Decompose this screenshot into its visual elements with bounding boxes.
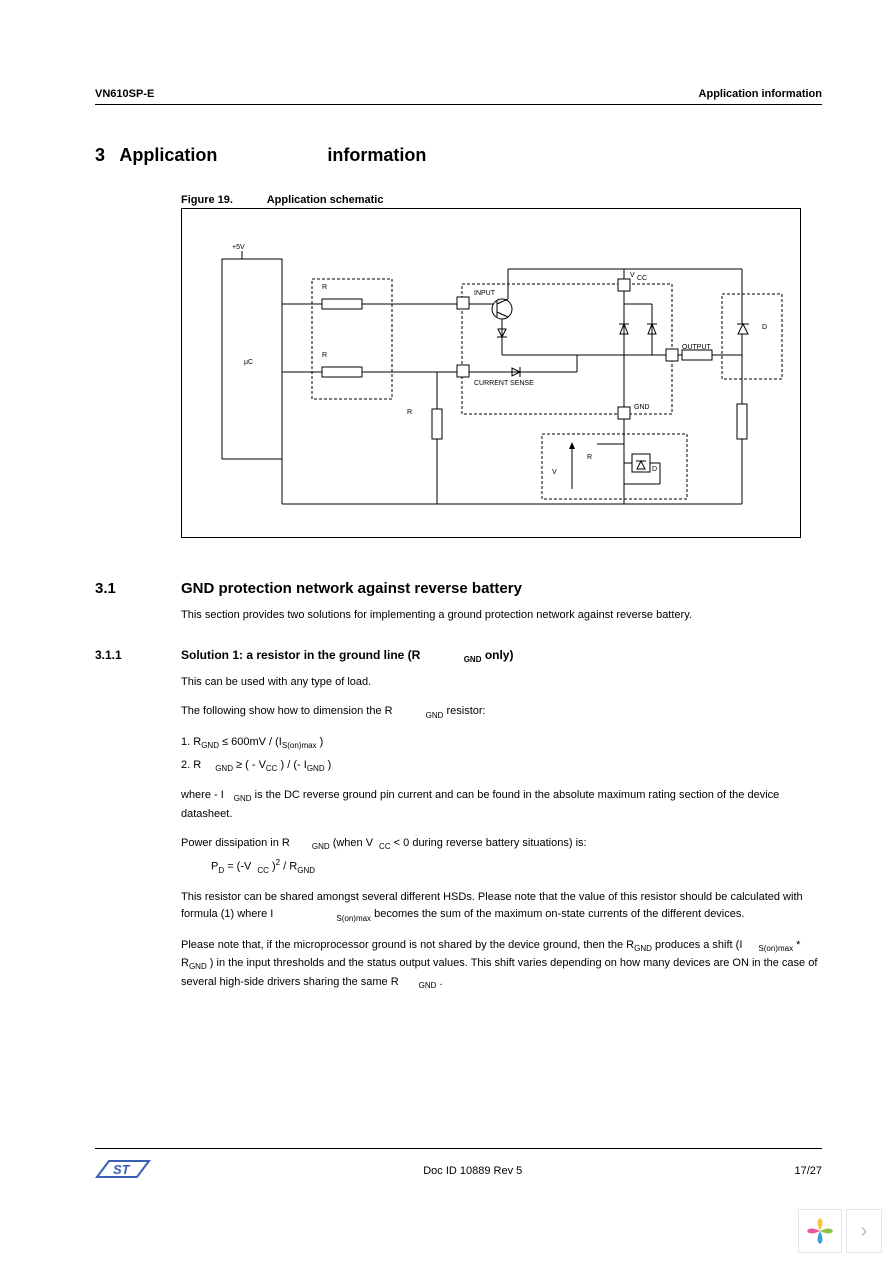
- section-title-b: information: [327, 145, 426, 165]
- section-num: 3: [95, 145, 105, 165]
- footer-docid: Doc ID 10889 Rev 5: [423, 1165, 522, 1177]
- body-paragraph: The following show how to dimension the …: [181, 703, 822, 722]
- r1-label: R: [322, 284, 327, 291]
- header-left: VN610SP-E: [95, 88, 154, 100]
- vdemag-label: V: [552, 469, 557, 476]
- header-right: Application information: [699, 88, 822, 100]
- body-paragraph: This can be used with any type of load.: [181, 674, 822, 691]
- formula-1: 1. RGND ≤ 600mV / (IS(on)max ): [181, 734, 822, 753]
- chevron-right-icon[interactable]: ›: [846, 1209, 882, 1253]
- section-title-a: Application: [119, 145, 217, 165]
- footer-page: 17/27: [794, 1165, 822, 1177]
- page-header: VN610SP-E Application information: [95, 88, 822, 105]
- subsection-num: 3.1: [95, 580, 181, 597]
- figure-title: Application schematic: [267, 194, 384, 206]
- page-footer: ST Doc ID 10889 Rev 5 17/27: [95, 1148, 822, 1185]
- body-paragraph: where - IGND is the DC reverse ground pi…: [181, 787, 822, 823]
- body-paragraph: Please note that, if the microprocessor …: [181, 937, 822, 993]
- svg-text:ST: ST: [113, 1162, 131, 1177]
- r2-label: R: [322, 352, 327, 359]
- section-heading: 3 Application information: [95, 145, 822, 166]
- plus5v-label: +5V: [232, 244, 245, 251]
- flower-icon: [798, 1209, 842, 1253]
- subsubsection-num: 3.1.1: [95, 648, 181, 664]
- uc-label: µC: [244, 359, 253, 366]
- body-paragraph: This section provides two solutions for …: [181, 607, 822, 624]
- figure-label: Figure 19.: [181, 194, 233, 206]
- vcc-sub-label: CC: [637, 275, 647, 282]
- corner-badge: ›: [798, 1209, 882, 1253]
- d-label: D: [762, 324, 767, 331]
- figure-caption: Figure 19. Application schematic: [181, 194, 822, 206]
- cs-label: CURRENT SENSE: [474, 380, 534, 387]
- schematic-diagram: µC +5V R R R INPUT: [181, 208, 801, 538]
- subsubsection-heading: 3.1.1 Solution 1: a resistor in the grou…: [95, 648, 822, 664]
- subsubsection-title: Solution 1: a resistor in the ground lin…: [181, 648, 513, 664]
- rgnd-label: R: [587, 454, 592, 461]
- st-logo: ST: [95, 1157, 151, 1185]
- vcc-label: V: [630, 272, 635, 279]
- body-paragraph: Power dissipation in RGND (when VCC < 0 …: [181, 835, 822, 854]
- formula-2: 2. RGND ≥ ( - VCC ) / (- IGND ): [181, 757, 822, 776]
- formula-3: PD = (-VCC )2 / RGND: [211, 857, 822, 877]
- body-paragraph: This resistor can be shared amongst seve…: [181, 889, 822, 925]
- gnd-label: GND: [634, 404, 650, 411]
- input-label: INPUT: [474, 290, 496, 297]
- subsection-heading: 3.1 GND protection network against rever…: [95, 580, 822, 597]
- subsection-title: GND protection network against reverse b…: [181, 580, 522, 597]
- dgnd-label: D: [652, 466, 657, 473]
- rsense-label: R: [407, 409, 412, 416]
